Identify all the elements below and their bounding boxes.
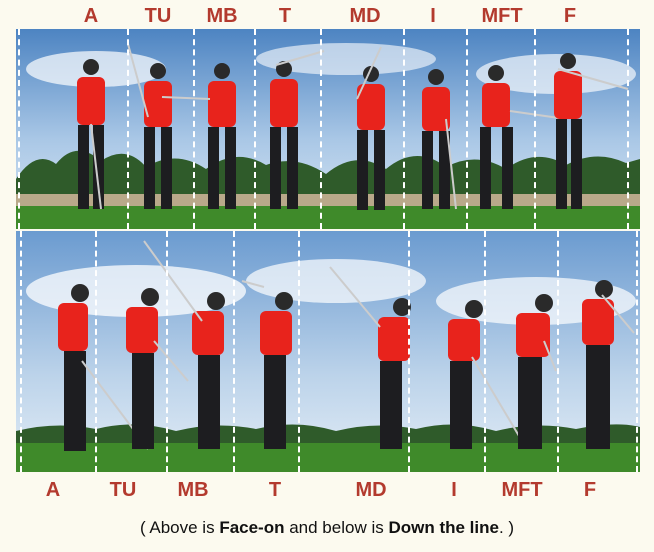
face-on-scene (16, 29, 640, 229)
dtl-label-tu: TU (109, 479, 137, 501)
frame-divider (403, 29, 405, 229)
golfer-figures (77, 43, 629, 210)
frame-divider (18, 29, 20, 229)
frame-divider (534, 29, 536, 229)
face-on-label-md: MD (349, 5, 381, 27)
down-the-line-label-row: A TU MB T MD I MFT F (0, 476, 654, 504)
dtl-label-a: A (45, 479, 61, 501)
frame-divider (557, 231, 559, 472)
dtl-label-md: MD (355, 479, 387, 501)
caption: ( Above is Face-on and below is Down the… (0, 516, 654, 540)
face-on-label-tu: TU (144, 5, 172, 27)
frame-divider (166, 231, 168, 472)
frame-divider (408, 231, 410, 472)
frame-divider (127, 29, 129, 229)
face-on-label-t: T (278, 5, 292, 27)
frame-divider (20, 231, 22, 472)
frame-divider (636, 231, 638, 472)
frame-divider (193, 29, 195, 229)
down-the-line-photo-sequence (16, 231, 640, 472)
frame-divider (627, 29, 629, 229)
face-on-label-mb: MB (206, 5, 238, 27)
frame-divider (298, 231, 300, 472)
frame-divider (254, 29, 256, 229)
caption-open: ( Above is (139, 518, 220, 537)
face-on-photo-sequence (16, 29, 640, 229)
caption-close: . ) (498, 518, 515, 537)
golfer-figures (58, 240, 635, 451)
dtl-label-f: F (583, 479, 597, 501)
caption-down-the-line: Down the line (388, 518, 499, 537)
frame-divider (320, 29, 322, 229)
face-on-label-i: I (430, 5, 436, 27)
dtl-label-t: T (268, 479, 282, 501)
dtl-label-mft: MFT (501, 479, 543, 501)
face-on-label-a: A (83, 5, 99, 27)
dtl-label-i: I (451, 479, 457, 501)
down-the-line-scene (16, 231, 640, 472)
frame-divider (95, 231, 97, 472)
face-on-label-mft: MFT (481, 5, 523, 27)
caption-face-on: Face-on (219, 518, 285, 537)
face-on-label-f: F (563, 5, 577, 27)
frame-divider (484, 231, 486, 472)
dtl-label-mb: MB (177, 479, 209, 501)
frame-divider (466, 29, 468, 229)
caption-mid: and below is (284, 518, 389, 537)
face-on-label-row: A TU MB T MD I MFT F (0, 2, 654, 30)
frame-divider (233, 231, 235, 472)
